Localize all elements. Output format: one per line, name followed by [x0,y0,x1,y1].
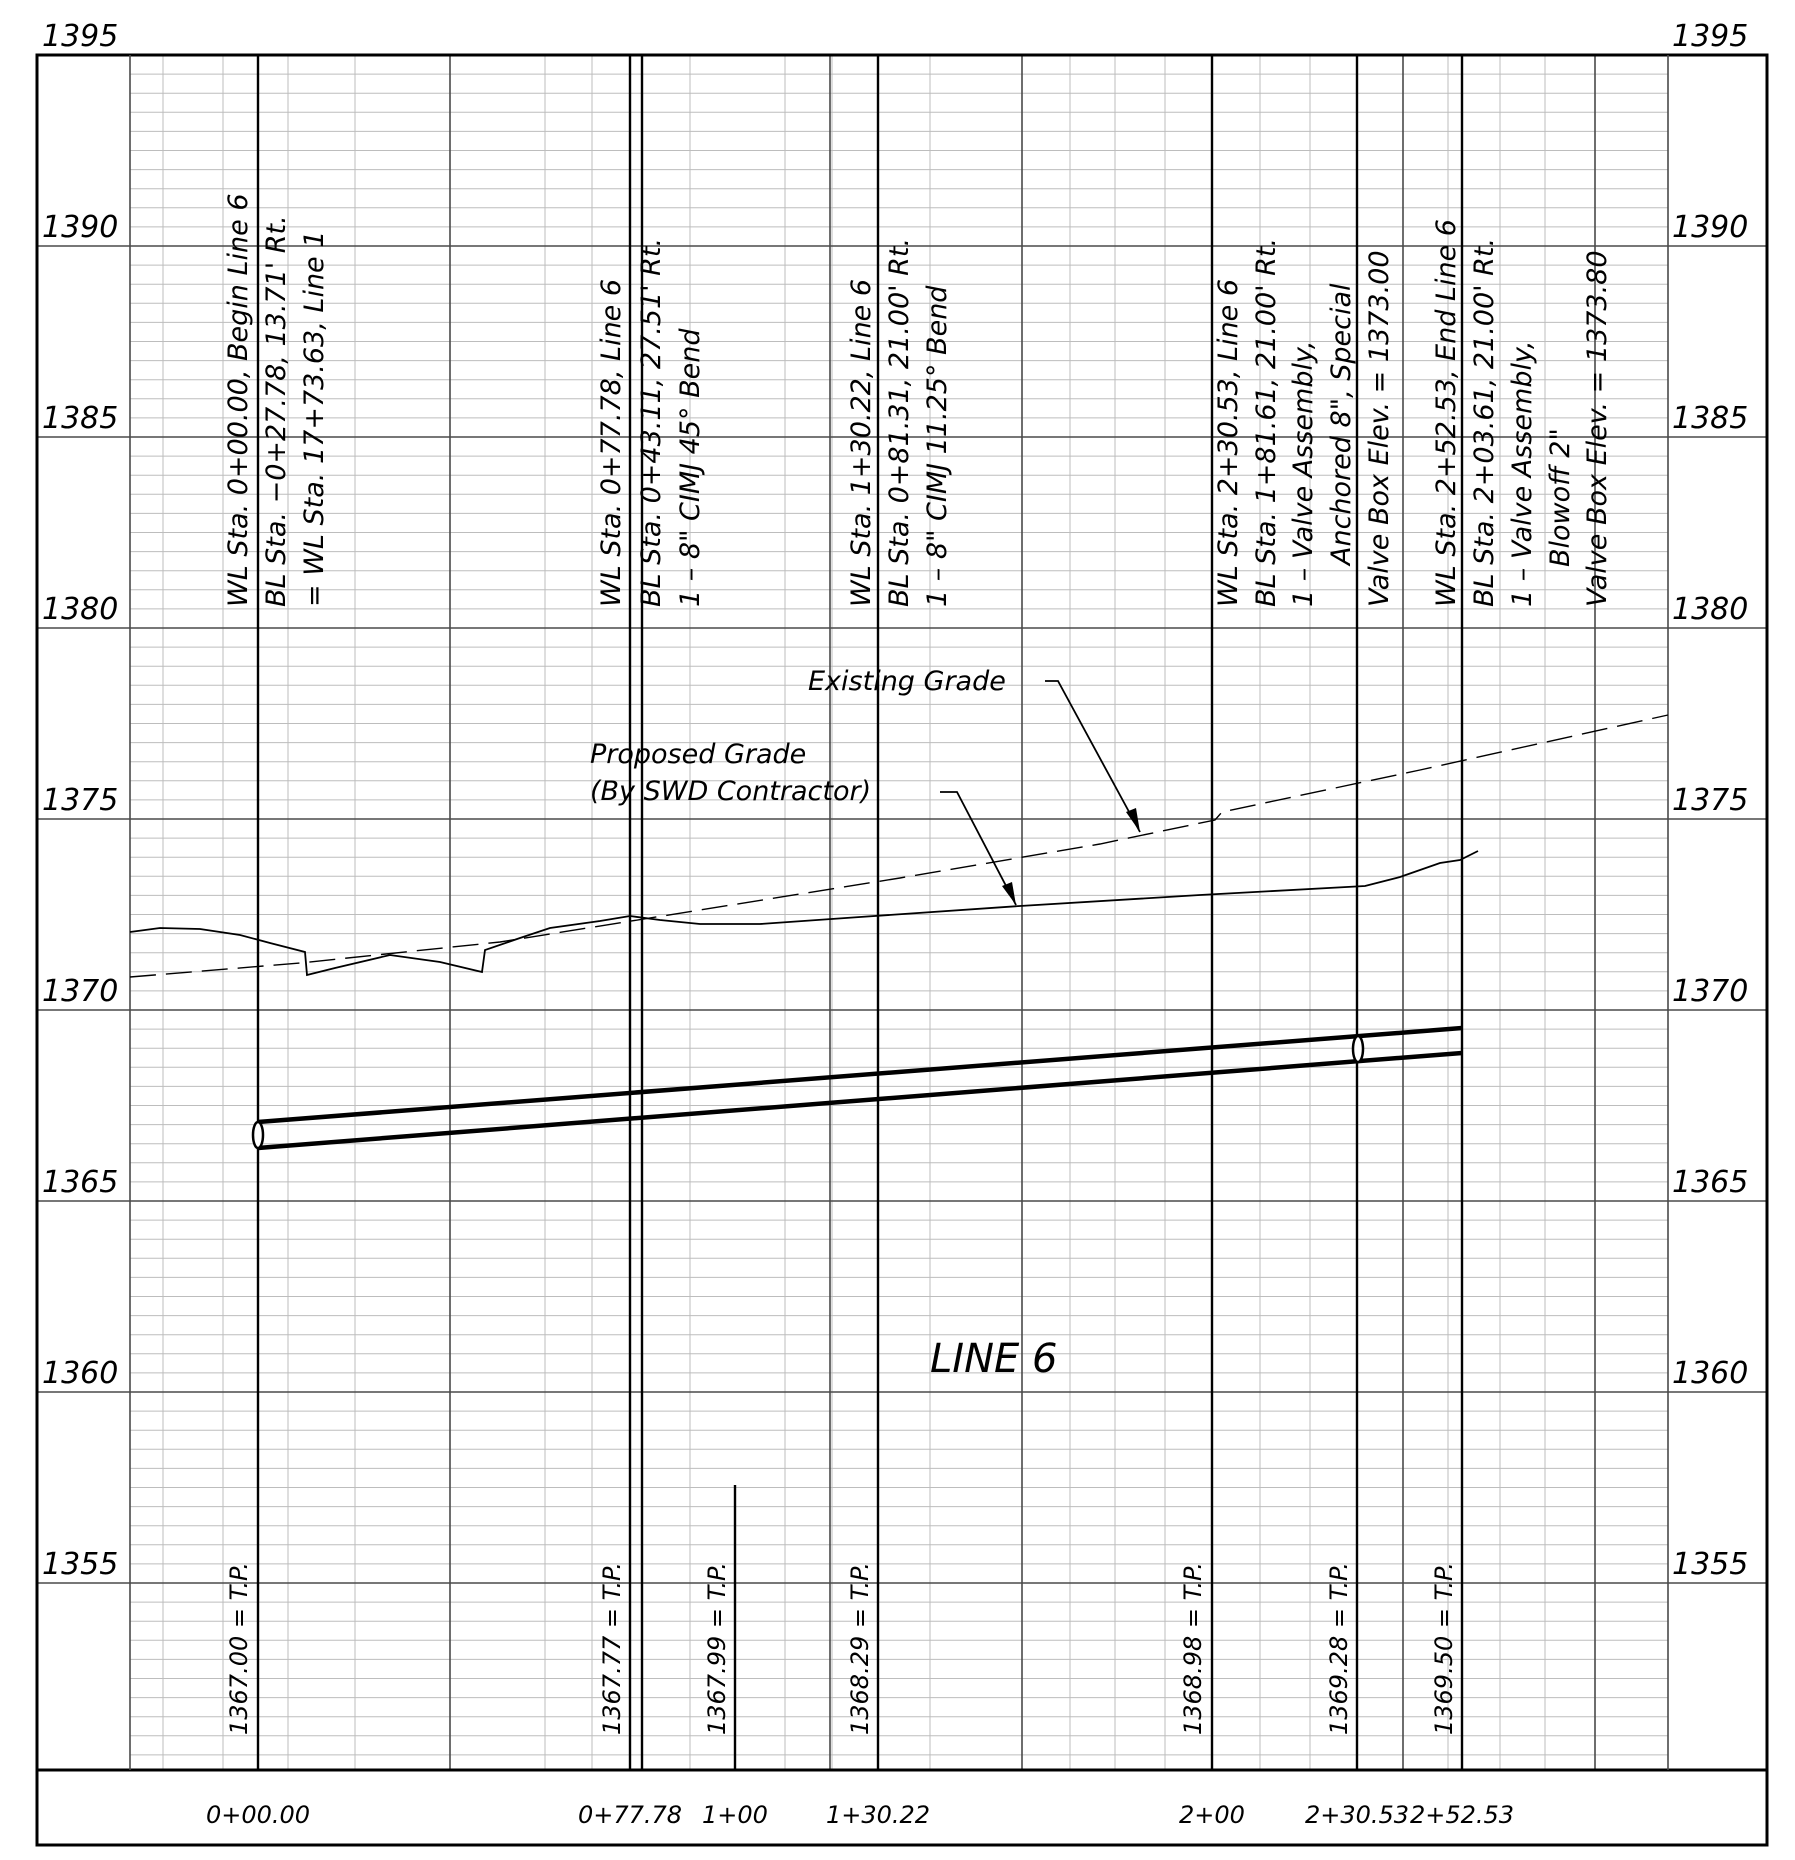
left-elevation-labels: 1395 1390 1385 1380 1375 1370 1365 1360 … [42,19,118,1582]
right-elevation-labels: 1395 1390 1385 1380 1375 1370 1365 1360 … [1672,19,1748,1582]
elev-label-right-1380: 1380 [1672,592,1748,627]
callout-2+30.53-line-2: BL Sta. 1+81.61, 21.00' Rt. [1251,238,1282,607]
proposed-grade-label-line-2: (By SWD Contractor) [590,776,871,807]
callout-0+00-line-3: = WL Sta. 17+73.63, Line 1 [299,231,330,607]
valve-assembly-symbol [1351,1034,1365,1064]
elev-label-left-1385: 1385 [42,401,118,436]
callout-2+52.53: WL Sta. 2+52.53, End Line 6 BL Sta. 2+03… [1431,219,1613,607]
callout-0+77.78-line-1: WL Sta. 0+77.78, Line 6 [596,279,627,607]
callout-2+52.53-line-3: 1 – Valve Assembly, [1507,341,1538,607]
existing-grade-arrowhead [1126,808,1140,832]
tp-label-2+52.53: 1369.50 = T.P. [1430,1562,1458,1735]
water-line-pipe [257,1025,1463,1151]
pipe-start-end-cap [251,1120,265,1150]
elev-label-left-1375: 1375 [42,783,118,818]
station-label-0+77.78: 0+77.78 [578,1801,682,1829]
elev-label-left-1355: 1355 [42,1547,118,1582]
elev-label-right-1395: 1395 [1672,19,1748,54]
station-label-1+30.22: 1+30.22 [826,1801,930,1829]
pipe-bottom-line [257,1050,1463,1151]
major-grid [37,55,1767,1770]
proposed-grade-line [129,850,1479,977]
callout-0+00-line-1: WL Sta. 0+00.00, Begin Line 6 [223,193,254,607]
elev-label-right-1365: 1365 [1672,1165,1748,1200]
elev-label-right-1355: 1355 [1672,1547,1748,1582]
station-lines [256,55,1464,1770]
tp-label-2+30.53: 1369.28 = T.P. [1325,1562,1353,1735]
callout-1+30.22-line-1: WL Sta. 1+30.22, Line 6 [846,279,877,607]
drawing-frame [35,53,1769,1847]
elev-label-left-1370: 1370 [42,974,118,1009]
callout-2+30.53-line-5: Valve Box Elev. = 1373.00 [1364,250,1395,607]
station-label-1+00: 1+00 [702,1801,768,1829]
callout-2+30.53-line-4: Anchored 8", Special [1326,283,1357,567]
callout-2+30.53-line-3: 1 – Valve Assembly, [1288,341,1319,607]
elev-label-right-1360: 1360 [1672,1356,1748,1391]
existing-grade-label: Existing Grade [808,666,1006,697]
station-labels: 0+00.00 0+77.78 1+00 1+30.22 2+00 2+30.5… [206,1801,1514,1829]
elev-label-left-1395: 1395 [42,19,118,54]
minor-grid [130,55,1668,1770]
station-label-2+00: 2+00 [1179,1801,1245,1829]
tp-label-1+00: 1367.99 = T.P. [703,1562,731,1735]
elev-label-right-1385: 1385 [1672,401,1748,436]
tp-labels: 1367.00 = T.P. 1367.77 = T.P. 1367.99 = … [225,1562,1458,1735]
proposed-grade-leader [940,791,1017,906]
elev-label-left-1360: 1360 [42,1356,118,1391]
callout-0+00-line-2: BL Sta. −0+27.78, 13.71' Rt. [261,215,292,607]
callout-0+00: WL Sta. 0+00.00, Begin Line 6 BL Sta. −0… [223,193,330,607]
station-label-2+30.53: 2+30.53 [1305,1801,1409,1829]
elev-label-left-1390: 1390 [42,210,118,245]
station-label-0+00.00: 0+00.00 [206,1801,310,1829]
elev-label-right-1375: 1375 [1672,783,1748,818]
callout-1+30.22-line-3: 1 – 8" CIMJ 11.25° Bend [922,285,953,607]
callout-2+52.53-line-4: Blowoff 2" [1545,428,1576,567]
elev-label-left-1365: 1365 [42,1165,118,1200]
existing-grade-line [129,714,1669,978]
profile-title: LINE 6 [930,1336,1057,1382]
tp-label-0+00: 1367.00 = T.P. [225,1562,253,1735]
callout-0+77.78-line-3: 1 – 8" CIMJ 45° Bend [675,328,706,607]
callout-2+52.53-line-2: BL Sta. 2+03.61, 21.00' Rt. [1469,238,1500,607]
tp-label-0+77.78: 1367.77 = T.P. [598,1562,626,1735]
elev-label-left-1380: 1380 [42,592,118,627]
existing-grade-leader [1045,680,1141,833]
proposed-grade-arrowhead [1002,882,1016,905]
callout-2+30.53-line-1: WL Sta. 2+30.53, Line 6 [1213,279,1244,607]
pipe-top-line [257,1025,1463,1125]
callout-2+30.53: WL Sta. 2+30.53, Line 6 BL Sta. 1+81.61,… [1213,238,1395,607]
station-label-2+52.53: 2+52.53 [1410,1801,1514,1829]
callout-1+30.22-line-2: BL Sta. 0+81.31, 21.00' Rt. [884,238,915,607]
elev-label-right-1390: 1390 [1672,210,1748,245]
callout-0+77.78-line-2: BL Sta. 0+43.11, 27.51' Rt. [636,238,667,607]
callout-1+30.22: WL Sta. 1+30.22, Line 6 BL Sta. 0+81.31,… [846,238,953,607]
callout-2+52.53-line-1: WL Sta. 2+52.53, End Line 6 [1431,219,1462,607]
tp-label-1+30.22: 1368.29 = T.P. [846,1562,874,1735]
callout-0+77.78: WL Sta. 0+77.78, Line 6 BL Sta. 0+43.11,… [596,238,706,607]
tp-label-2+00: 1368.98 = T.P. [1179,1562,1207,1735]
callout-2+52.53-line-5: Valve Box Elev. = 1373.80 [1582,250,1613,607]
proposed-grade-label-line-1: Proposed Grade [590,739,806,770]
elev-label-right-1370: 1370 [1672,974,1748,1009]
